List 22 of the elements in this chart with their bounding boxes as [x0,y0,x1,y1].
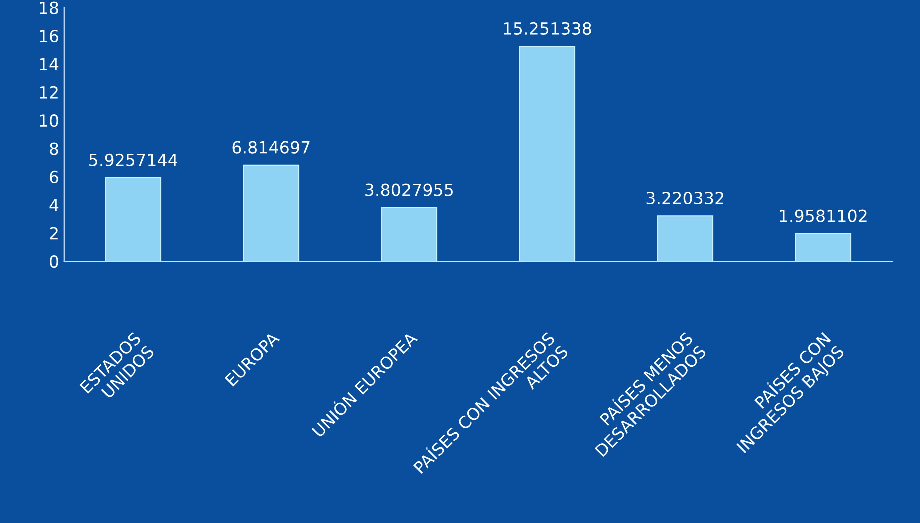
y-tick-label: 16 [40,30,58,43]
data-label: 15.251338 [504,22,592,36]
y-tick-label: 12 [40,86,58,99]
y-tick-label: 2 [50,227,58,240]
y-tick-label: 14 [40,58,59,71]
y-tick-label: 0 [50,255,58,268]
data-label: 1.9581102 [780,210,867,222]
data-label: 3.220332 [646,192,724,205]
bar [795,233,852,262]
bar [105,177,162,262]
bar [381,207,438,262]
bar [519,46,576,262]
y-tick-label: 8 [50,142,58,156]
data-label: 3.8027955 [366,184,454,196]
bar [657,216,714,262]
data-label: 6.814697 [232,141,310,154]
y-tick-label: 4 [50,199,59,212]
y-tick-label: 6 [50,170,58,184]
y-tick-label: 18 [40,2,58,14]
bar [243,164,300,262]
data-label: 5.9257144 [90,154,178,166]
y-tick-label: 10 [40,114,58,128]
